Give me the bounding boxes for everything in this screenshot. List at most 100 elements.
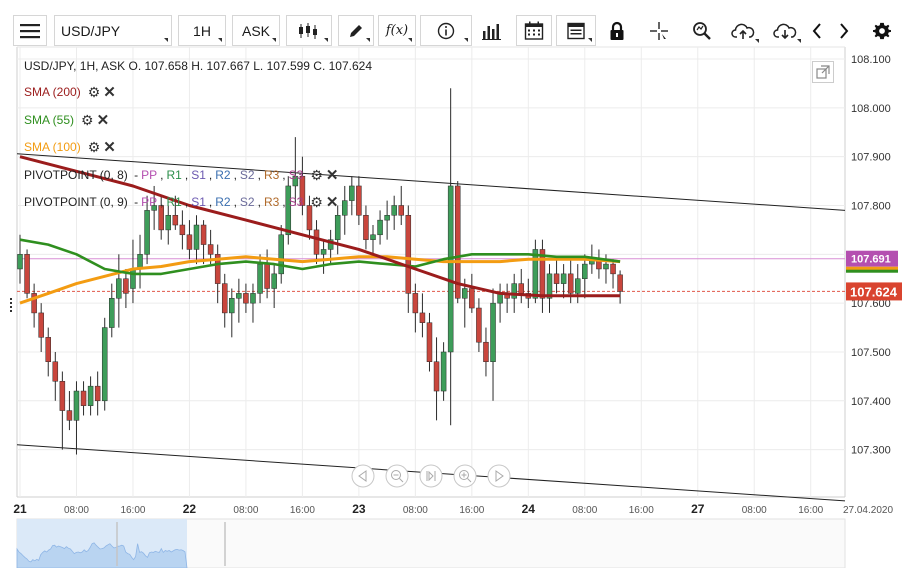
x-tick-label: 16:00 [629, 505, 654, 516]
candle-body [116, 278, 122, 299]
candle-body [454, 185, 461, 299]
close-icon[interactable]: ✕ [325, 167, 339, 184]
candle-body [257, 263, 263, 294]
candle-body [560, 273, 567, 284]
cloud-download-icon [773, 23, 797, 39]
close-icon[interactable]: ✕ [103, 84, 116, 101]
reset-button[interactable] [419, 464, 443, 488]
pivot-pp: PP [141, 168, 158, 182]
candle-body [433, 361, 440, 392]
x-tick-label: 08:00 [403, 505, 428, 516]
left-triangle [358, 470, 367, 482]
candle-body [532, 249, 539, 299]
symbol-input[interactable]: USD/JPY [54, 15, 172, 46]
candle-body [306, 205, 313, 231]
gear-icon[interactable]: ⚙ [87, 83, 101, 100]
y-tick-label: 107.900 [851, 152, 891, 164]
candle-body [299, 175, 306, 206]
x-tick-label: 08:00 [572, 505, 597, 516]
price-type-select[interactable]: ASK [232, 15, 280, 46]
grid [10, 46, 846, 498]
candle-body [94, 385, 101, 402]
gear-icon[interactable]: ⚙ [310, 166, 323, 183]
gear-icon[interactable]: ⚙ [81, 111, 94, 128]
x-tick-label: 27.04.2020 [843, 505, 893, 516]
previous-button[interactable] [806, 15, 828, 46]
settings-button[interactable] [868, 15, 896, 46]
pivot-pp: PP [141, 195, 158, 209]
candle-body [214, 254, 221, 284]
navigation-controls[interactable] [351, 464, 511, 488]
gear-icon[interactable]: ⚙ [310, 193, 323, 210]
menu-button[interactable] [13, 15, 47, 46]
candle-body [447, 185, 454, 353]
caret-icon [164, 38, 168, 42]
candle-body [377, 219, 383, 236]
x-tick-label: 08:00 [742, 505, 767, 516]
sma100-legend[interactable]: SMA (100) ⚙ ✕ [24, 138, 116, 157]
sma200-legend[interactable]: SMA (200) ⚙ ✕ [24, 83, 116, 102]
candle-body [243, 293, 249, 304]
close-icon[interactable]: ✕ [325, 194, 339, 211]
scroll-left-button[interactable] [351, 464, 375, 488]
candle-body [292, 175, 299, 187]
zoom-in-button[interactable] [453, 464, 477, 488]
candle-body [567, 273, 574, 294]
crosshair-button[interactable] [642, 15, 676, 46]
next-button[interactable] [833, 15, 855, 46]
zoom-button[interactable] [684, 15, 720, 46]
candle-body [363, 215, 369, 240]
candle-body [193, 224, 200, 250]
info-button[interactable] [420, 15, 472, 46]
lock-button[interactable] [600, 15, 634, 46]
gear-icon[interactable]: ⚙ [87, 138, 101, 155]
y-tick-label: 107.300 [851, 445, 891, 457]
candle-body [518, 283, 525, 294]
timeframe-value: 1H [193, 22, 211, 39]
download-button[interactable] [766, 15, 804, 46]
candle-body [370, 234, 376, 240]
close-icon[interactable]: ✕ [96, 112, 110, 129]
layout-button[interactable] [556, 15, 596, 46]
chart-type-button[interactable] [286, 15, 332, 46]
mid-triangle [428, 470, 434, 482]
scroll-right-button[interactable] [487, 464, 511, 488]
x-axis: 21 08:00 16:00 22 08:00 16:00 23 08:00 16:00 24 08… [13, 502, 893, 516]
layout-icon [567, 22, 585, 39]
lens-handle [399, 478, 404, 483]
candle-body [172, 215, 179, 226]
candle-body [144, 210, 150, 255]
candle-body [59, 381, 66, 411]
pivot-r3: R3 [263, 195, 280, 209]
candle-body [123, 278, 129, 294]
candle-body [130, 268, 136, 289]
y-tick-label: 108.100 [851, 54, 891, 66]
expand-icon[interactable] [812, 61, 834, 83]
candles [17, 88, 623, 455]
upload-button[interactable] [724, 15, 762, 46]
pivot-legend-1[interactable]: PIVOTPOINT (0, 8) - PP, R1, S1, R2, S2, … [24, 166, 339, 185]
volume-button[interactable] [474, 15, 510, 46]
candle-body [469, 288, 475, 309]
candle-body [320, 249, 327, 255]
y-tick-label: 108.000 [851, 103, 891, 115]
pivot-r1: R1 [166, 168, 182, 182]
candle-body [80, 390, 87, 406]
candle-body [109, 298, 115, 328]
caret-icon [797, 39, 801, 43]
caret-icon [272, 38, 276, 42]
price-type-value: ASK [241, 22, 270, 39]
candle-body [186, 234, 193, 250]
close-icon[interactable]: ✕ [103, 139, 116, 156]
drawing-tools-button[interactable] [338, 15, 374, 46]
indicators-button[interactable]: f(x) [378, 15, 416, 46]
lock-icon [610, 21, 624, 40]
timeframe-select[interactable]: 1H [178, 15, 226, 46]
sma55-legend[interactable]: SMA (55) ⚙ ✕ [24, 111, 110, 130]
navigator[interactable] [16, 518, 846, 568]
pivot-legend-2[interactable]: PIVOTPOINT (0, 9) - PP, R1, S1, R2, S2, … [24, 193, 339, 212]
candle-body [546, 273, 553, 299]
calendar-button[interactable] [516, 15, 552, 46]
zoom-out-button[interactable] [385, 464, 409, 488]
